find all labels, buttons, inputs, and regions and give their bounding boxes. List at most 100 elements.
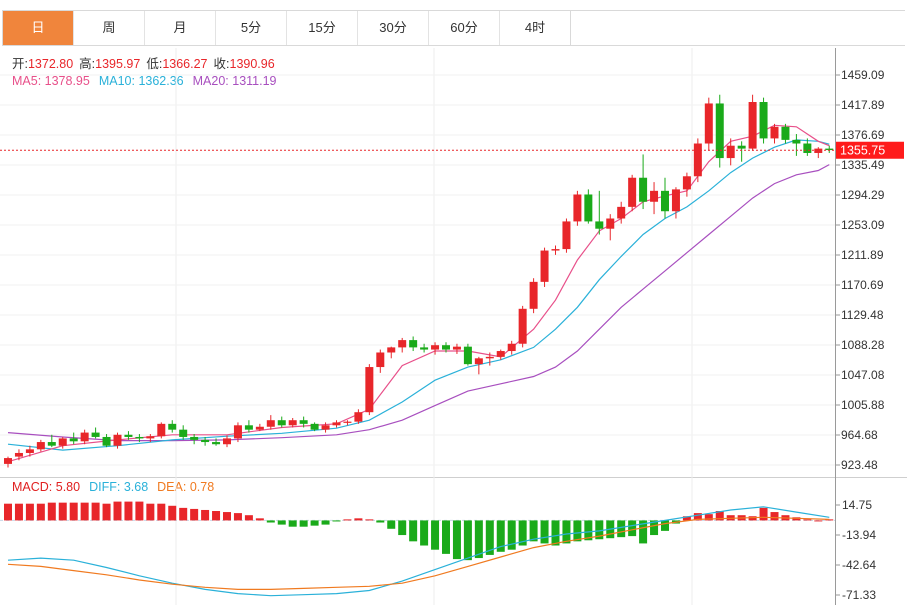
- price-tick-label: 1253.09: [841, 218, 885, 232]
- candle-body: [135, 436, 144, 439]
- macd-bar: [628, 520, 637, 537]
- current-price-label: 1355.75: [840, 144, 885, 158]
- candle-body: [814, 148, 823, 153]
- macd-bar: [244, 515, 253, 521]
- candle-body: [365, 367, 374, 413]
- info-value: 5.80: [56, 480, 80, 494]
- ma5-line: [7, 124, 830, 463]
- candle-body: [803, 143, 812, 153]
- info-label: MA20:: [193, 74, 233, 88]
- candle-body: [704, 103, 713, 144]
- macd-bar: [25, 503, 34, 521]
- info-value: 1311.19: [232, 74, 276, 88]
- macd-bar: [715, 511, 724, 521]
- ma20-line: [7, 164, 830, 442]
- tab-7[interactable]: 4时: [500, 11, 570, 45]
- candle-body: [715, 103, 724, 159]
- macd-bar: [474, 520, 483, 559]
- candle-body: [168, 423, 177, 430]
- candle-body: [146, 436, 155, 439]
- candle-body: [825, 148, 834, 151]
- macd-bar: [36, 503, 45, 521]
- candle-body: [124, 434, 133, 437]
- macd-info: MACD: 5.80 DIFF: 3.68 DEA: 0.78: [12, 480, 214, 494]
- macd-bar: [190, 508, 199, 521]
- macd-bar: [650, 520, 659, 536]
- macd-bar: [332, 520, 341, 522]
- price-tick-label: 1211.89: [841, 248, 884, 262]
- candle-body: [551, 249, 560, 251]
- price-tick-label: 1417.89: [841, 98, 885, 112]
- macd-bar: [398, 520, 407, 536]
- candle-body: [792, 139, 801, 144]
- candle-body: [584, 194, 593, 222]
- macd-tick-label: -71.33: [842, 588, 876, 602]
- candle-body: [310, 423, 319, 430]
- macd-bar: [4, 503, 12, 521]
- macd-bar: [595, 520, 604, 540]
- macd-bar: [463, 520, 472, 561]
- candle-body: [288, 420, 297, 426]
- macd-bar: [255, 518, 264, 521]
- price-tick-label: 964.68: [841, 428, 878, 442]
- candle-body: [748, 102, 757, 149]
- price-tick-label: 1047.08: [841, 368, 885, 382]
- candle-body: [376, 352, 385, 368]
- price-tick-label: 1376.69: [841, 128, 885, 142]
- info-value: 1378.95: [45, 74, 90, 88]
- candle-body: [321, 425, 330, 430]
- candle-body: [671, 189, 680, 212]
- price-tick-label: 1459.09: [841, 68, 885, 82]
- candle-body: [529, 281, 538, 309]
- tab-2[interactable]: 月: [145, 11, 216, 45]
- tab-5[interactable]: 30分: [358, 11, 429, 45]
- candles: [4, 94, 834, 468]
- info-label: 收:: [214, 57, 230, 71]
- ohlc-info: 开:1372.80 高:1395.97 低:1366.27 收:1390.96: [12, 56, 275, 71]
- candle-body: [80, 432, 89, 442]
- macd-bar: [485, 520, 494, 555]
- macd-bar: [310, 520, 319, 526]
- macd-panel: 14.75 -13.94 -42.64 -71.33: [0, 498, 876, 602]
- info-value: 0.78: [190, 480, 214, 494]
- candle-body: [266, 420, 275, 427]
- macd-bar: [682, 516, 691, 521]
- info-label: 高:: [79, 56, 95, 71]
- candle-body: [25, 449, 34, 453]
- tab-6[interactable]: 60分: [429, 11, 500, 45]
- candle-body: [781, 126, 790, 140]
- tab-3[interactable]: 5分: [216, 11, 287, 45]
- info-label: MA10:: [99, 74, 139, 88]
- info-label: DIFF:: [89, 480, 124, 494]
- macd-tick-label: 14.75: [842, 498, 872, 512]
- ma-info: MA5: 1378.95 MA10: 1362.36 MA20: 1311.19: [12, 74, 277, 88]
- macd-bar: [803, 519, 812, 521]
- candle-body: [420, 347, 429, 350]
- macd-bar: [529, 520, 538, 542]
- macd-bar: [135, 501, 144, 521]
- macd-bar: [409, 520, 418, 542]
- macd-bar: [288, 520, 297, 527]
- info-value: 1395.97: [95, 57, 140, 71]
- tab-1[interactable]: 周: [74, 11, 145, 45]
- candle-body: [343, 421, 352, 423]
- macd-bar: [80, 502, 89, 521]
- tab-0[interactable]: 日: [3, 11, 74, 45]
- tab-4[interactable]: 15分: [287, 11, 358, 45]
- macd-bar: [376, 520, 385, 523]
- candle-body: [617, 206, 626, 219]
- info-label: 低:: [146, 57, 162, 71]
- candle-body: [58, 438, 67, 446]
- macd-bar: [661, 520, 669, 531]
- moving-averages: [7, 124, 830, 463]
- candle-body: [485, 356, 494, 359]
- macd-tick-label: -13.94: [842, 528, 876, 542]
- macd-bar: [562, 520, 571, 544]
- macd-bar: [212, 511, 221, 521]
- macd-bar: [551, 520, 560, 546]
- candle-body: [179, 429, 188, 437]
- price-axis: 1459.09 1417.89 1376.69 1335.49 1294.29 1253.…: [835, 68, 885, 472]
- candle-body: [277, 420, 286, 426]
- diff-line: [7, 506, 830, 597]
